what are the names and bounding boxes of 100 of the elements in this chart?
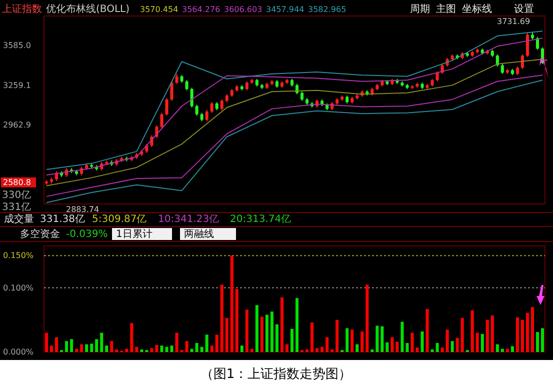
bar (430, 349, 434, 352)
text: 331亿 (2, 202, 32, 213)
bar (95, 339, 98, 352)
text: （图1：上证指数走势图） (200, 367, 352, 382)
candlestick (170, 80, 174, 102)
bar (420, 331, 424, 352)
candlestick (185, 80, 188, 91)
bar (170, 346, 174, 352)
bar (320, 346, 324, 352)
bar (476, 332, 479, 352)
text: -0.039% (66, 229, 108, 240)
bar (195, 343, 198, 352)
bar (380, 326, 384, 352)
bar (400, 322, 404, 352)
bar (296, 298, 299, 352)
bar (240, 346, 244, 352)
bar (110, 341, 114, 352)
bar (185, 341, 188, 352)
annotation: 3731.69 (497, 17, 530, 26)
bar (350, 330, 354, 352)
bar (75, 348, 78, 352)
text: 10:341.23亿 (158, 214, 220, 225)
bar (520, 320, 524, 352)
bar (426, 308, 429, 352)
candlestick (160, 112, 164, 129)
bar (290, 328, 294, 352)
bar (245, 310, 248, 352)
bar (510, 346, 514, 352)
bar (105, 346, 108, 352)
bar (490, 315, 494, 352)
bar (330, 349, 334, 352)
y-tick-label: 3259.1 (3, 80, 31, 90)
bar (470, 310, 474, 352)
bar (125, 348, 128, 352)
candlestick (165, 98, 168, 116)
bar (496, 344, 499, 352)
bar (130, 323, 134, 352)
bar (80, 344, 84, 352)
bar (390, 337, 394, 352)
text: 设置 (514, 3, 534, 15)
bar (396, 342, 399, 352)
bar (265, 314, 268, 352)
text: 多空资金 (20, 228, 60, 240)
bar (155, 344, 158, 352)
bar (460, 318, 464, 352)
bar (516, 317, 519, 352)
text: 330亿 (2, 190, 32, 201)
bar (235, 289, 238, 352)
bar (225, 318, 228, 352)
bar (360, 331, 364, 352)
candlestick (175, 73, 178, 84)
bar (540, 328, 544, 352)
bar (100, 332, 104, 352)
text: 20:313.74亿 (230, 214, 292, 225)
text: 周期 (410, 3, 430, 15)
bar (255, 305, 258, 352)
chart-title: 上证指数 (2, 3, 42, 15)
bar (85, 344, 88, 352)
bar (446, 330, 449, 352)
bar (45, 332, 48, 352)
bar (456, 338, 459, 352)
candlestick (210, 102, 214, 114)
bar (220, 284, 224, 352)
candlestick (190, 87, 194, 108)
bar (215, 334, 218, 352)
text: 两融线 (184, 228, 214, 240)
candlestick (496, 54, 499, 67)
bar (200, 346, 204, 352)
y-tick-label: 0.000% (3, 348, 34, 356)
bar (526, 312, 529, 352)
y-tick-label: 0.100% (3, 283, 34, 292)
bar (310, 322, 314, 352)
bar (230, 256, 234, 352)
bar (450, 341, 454, 352)
text: 3457.944 (266, 5, 304, 14)
bar (316, 348, 319, 352)
bar (140, 349, 144, 352)
text: 5:309.87亿 (92, 214, 147, 225)
bar (480, 334, 484, 352)
bar (280, 297, 284, 352)
y-tick-label: 3585.0 (3, 41, 31, 50)
bar (210, 346, 214, 352)
bar (326, 337, 329, 352)
bar (115, 349, 118, 352)
candlestick (536, 36, 539, 50)
text: 主图 (436, 3, 456, 15)
candlestick (195, 104, 198, 116)
text: 331.38亿 (40, 214, 85, 225)
bar (190, 348, 194, 352)
text: 3606.603 (224, 5, 262, 14)
bar (175, 332, 178, 352)
bar (150, 348, 154, 352)
text: 1日累计 (116, 228, 152, 240)
text: 3564.276 (182, 5, 220, 14)
bar (90, 344, 94, 352)
bar (386, 342, 389, 352)
bar (440, 348, 444, 352)
candlestick (300, 91, 304, 102)
bar (260, 316, 264, 352)
bar (270, 312, 274, 352)
